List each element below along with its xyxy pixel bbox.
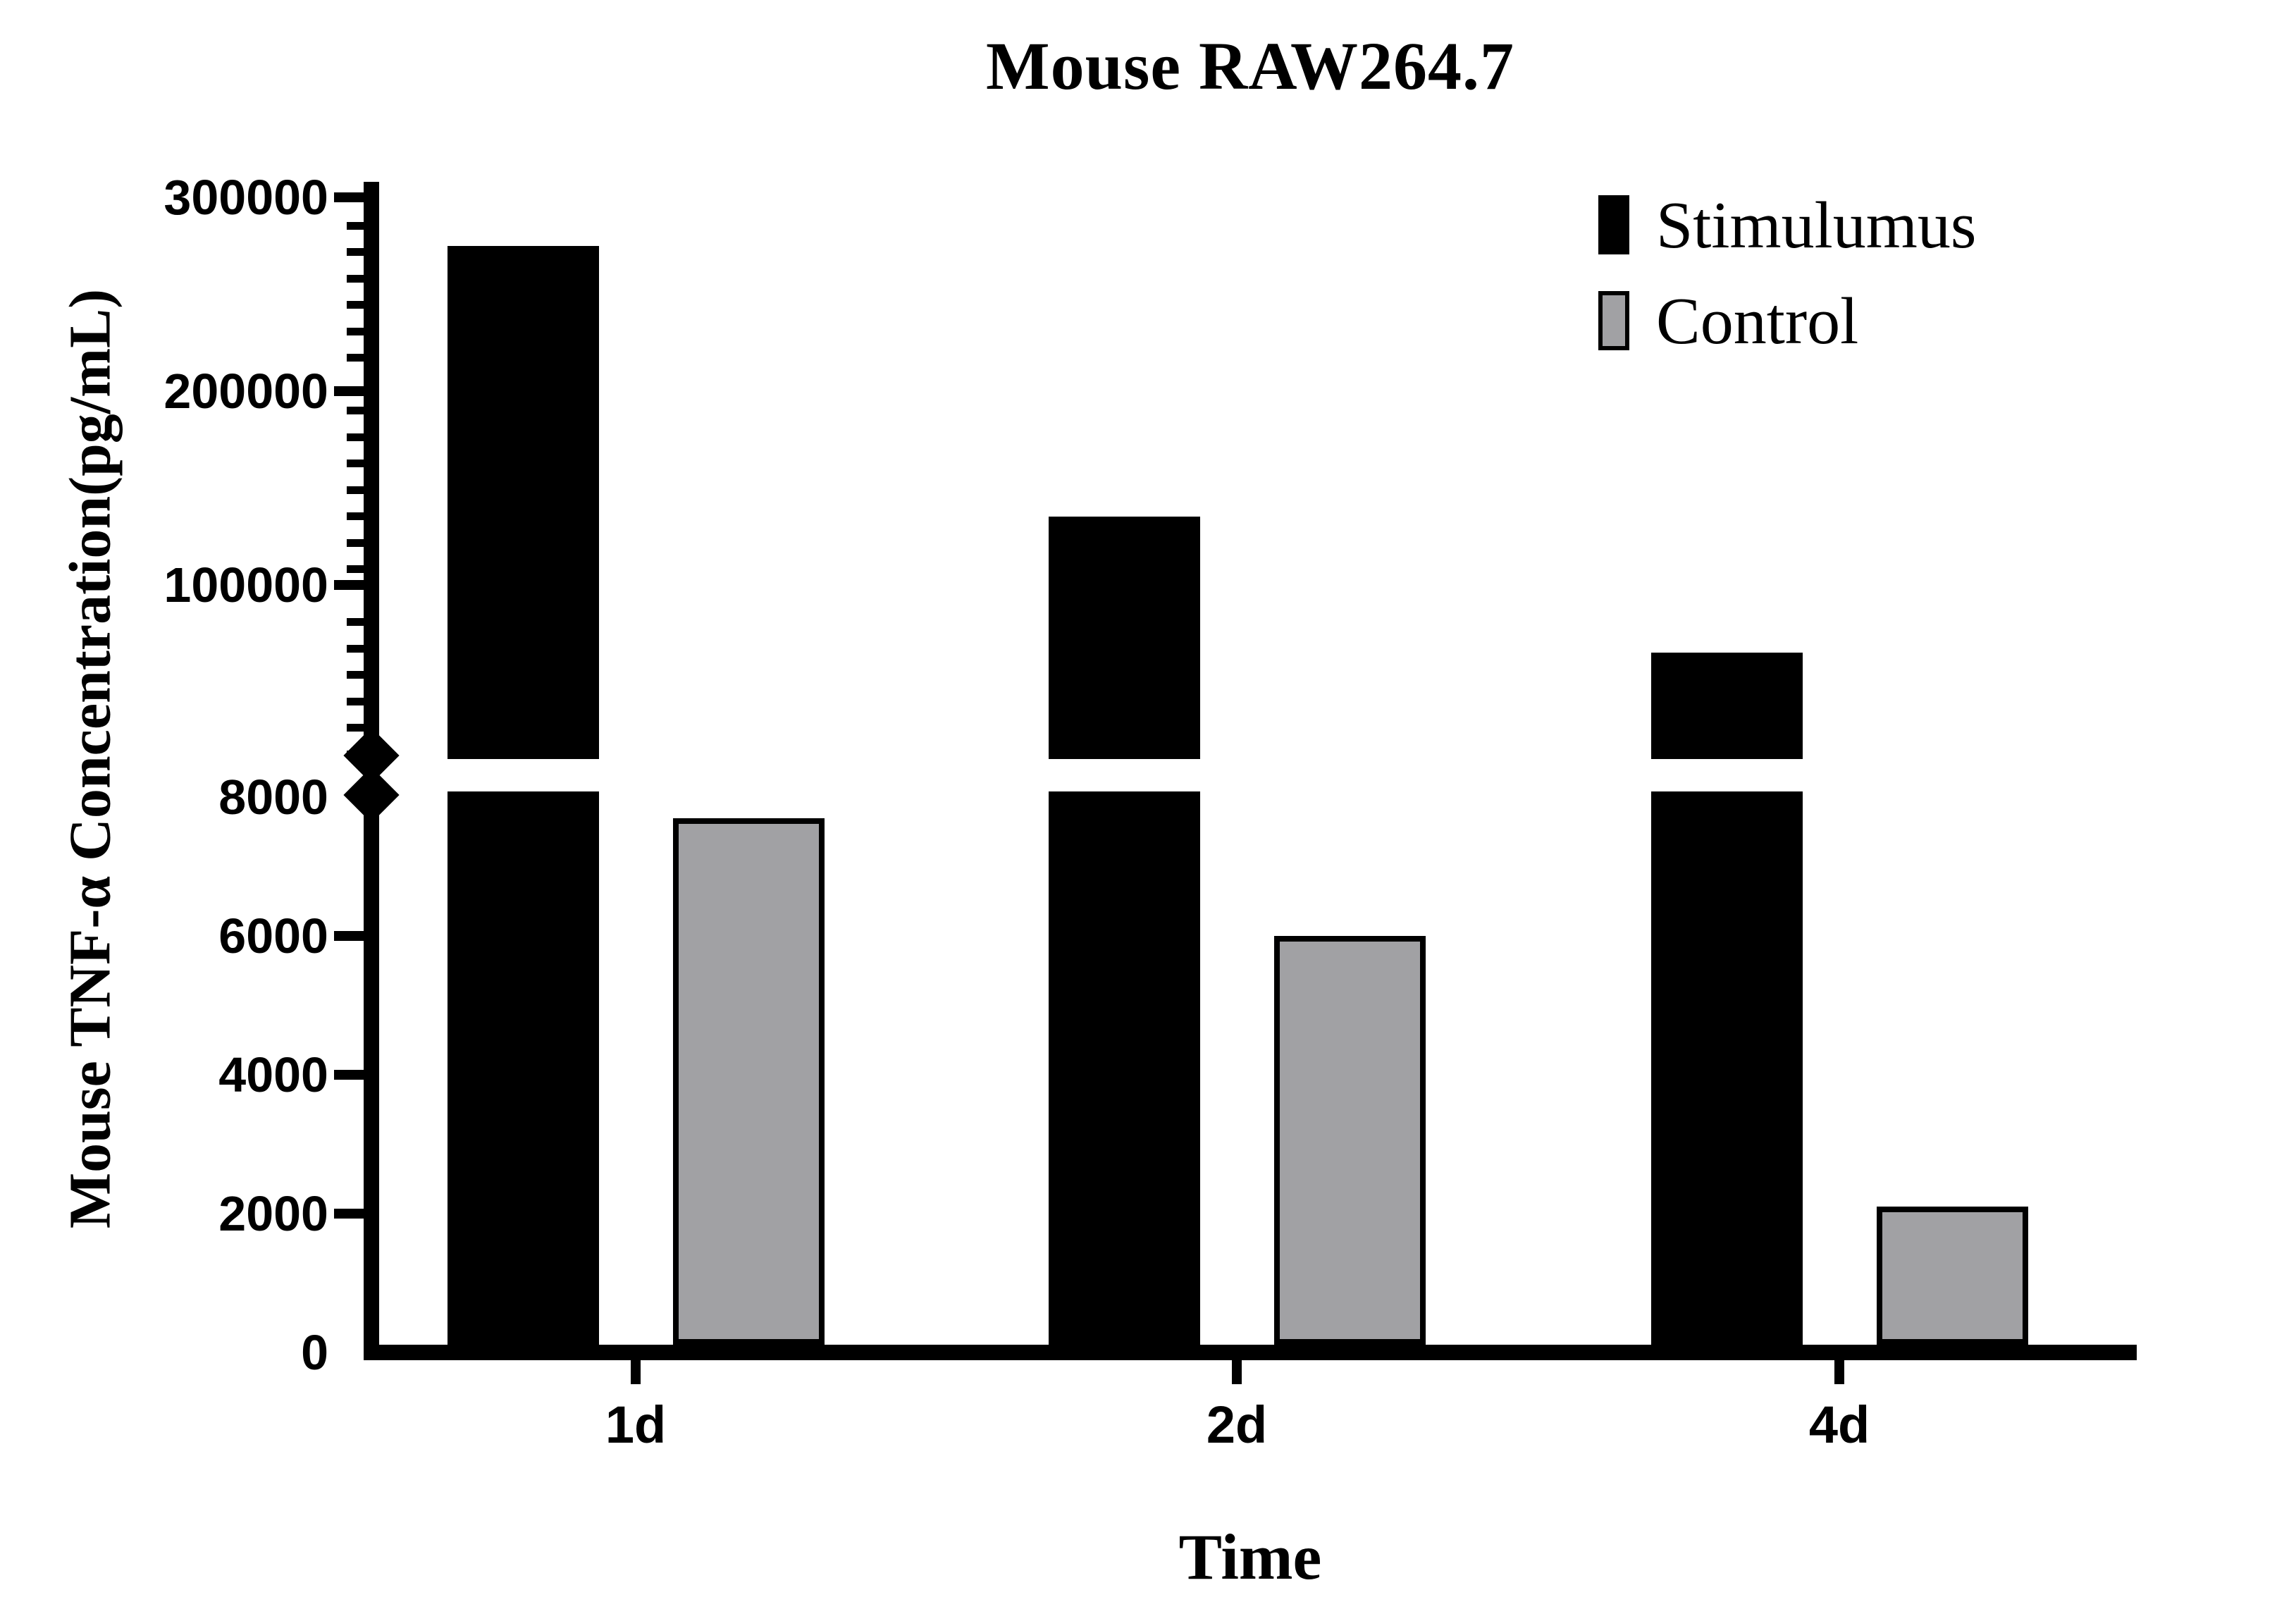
y-tick-label: 4000 [218,1047,328,1102]
x-tick-label: 4d [1808,1395,1870,1454]
bar-control-1d [672,818,825,1345]
y-minor-tick [347,354,364,362]
y-minor-tick [347,565,364,573]
legend-label-control: Control [1656,285,1859,358]
y-minor-tick [347,221,364,230]
x-axis-line [364,1345,2137,1360]
y-tick-label: 300000 [163,170,328,225]
y-minor-tick [347,538,364,547]
y-major-tick [334,192,364,202]
bar-control-2d [1273,936,1426,1345]
y-axis-line-upper [364,182,379,759]
y-minor-tick [347,327,364,335]
bar-stimulumus-2d-lower [1048,791,1200,1345]
x-tick [1232,1360,1242,1384]
y-minor-tick [347,618,364,626]
legend-swatch-stimulumus [1598,195,1629,254]
y-minor-tick [347,697,364,705]
y-minor-tick [347,724,364,732]
y-tick-label: 0 [301,1325,328,1380]
y-minor-tick [347,671,364,679]
y-minor-tick [347,750,364,758]
x-tick [631,1360,641,1384]
x-tick-label: 2d [1206,1395,1268,1454]
y-major-tick [334,1070,364,1080]
bar-stimulumus-4d-upper [1650,652,1803,759]
y-tick-label: 200000 [163,363,328,419]
bar-control-4d [1876,1207,2028,1345]
bar-stimulumus-4d-lower [1650,791,1803,1345]
legend-swatch-control [1598,291,1629,350]
x-tick-label: 1d [605,1395,667,1454]
y-minor-tick [347,644,364,653]
chart-title: Mouse RAW264.7 [986,28,1514,104]
y-minor-tick [347,301,364,309]
y-axis-title: Mouse TNF-α Concentration(pg/mL) [57,288,123,1229]
y-major-tick [334,579,364,590]
x-tick [1834,1360,1844,1384]
y-tick-label: 8000 [218,770,328,825]
y-axis-line-lower [364,791,379,1360]
y-tick-label: 100000 [163,557,328,612]
y-minor-tick [347,274,364,283]
y-major-tick [334,1209,364,1219]
bar-stimulumus-1d-upper [447,245,599,759]
y-tick-label: 6000 [218,908,328,963]
bar-stimulumus-1d-lower [447,791,599,1345]
y-minor-tick [347,486,364,494]
bar-stimulumus-2d-upper [1048,517,1200,759]
y-major-tick [334,386,364,396]
y-minor-tick [347,433,364,441]
y-tick-label: 2000 [218,1186,328,1241]
y-minor-tick [347,512,364,520]
x-axis-title: Time [1178,1521,1322,1593]
y-minor-tick [347,460,364,467]
y-minor-tick [347,248,364,256]
y-major-tick [334,931,364,941]
legend-label-stimulumus: Stimulumus [1656,189,1977,262]
axis-break-icon [343,767,400,823]
y-minor-tick [347,407,364,414]
